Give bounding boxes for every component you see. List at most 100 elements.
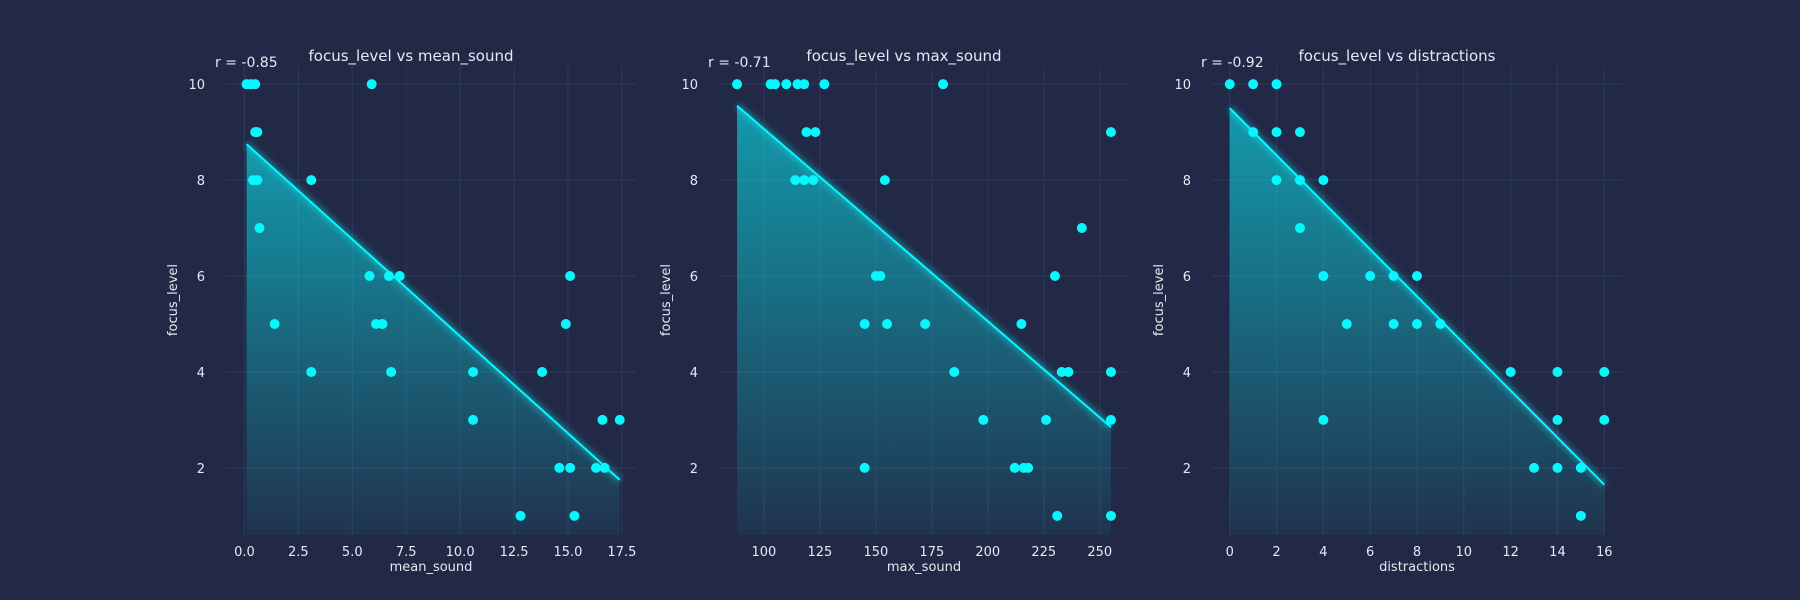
- data-point: [1552, 462, 1563, 473]
- x-tick-label: 10: [1456, 545, 1473, 560]
- x-tick-label: 4: [1319, 545, 1327, 560]
- x-tick-label: 7.5: [396, 545, 417, 560]
- data-point: [252, 175, 263, 186]
- x-tick-label: 5.0: [342, 545, 363, 560]
- data-point: [394, 271, 405, 282]
- data-point: [383, 271, 394, 282]
- data-point: [1271, 175, 1282, 186]
- data-point: [468, 414, 479, 425]
- data-point: [1224, 79, 1235, 90]
- x-tick-label: 12: [1502, 545, 1519, 560]
- data-point: [819, 79, 830, 90]
- data-point: [1063, 366, 1074, 377]
- data-point: [920, 318, 931, 329]
- data-point: [879, 175, 890, 186]
- data-point: [614, 414, 625, 425]
- data-point: [306, 366, 317, 377]
- data-point: [1435, 318, 1446, 329]
- data-point: [801, 127, 812, 138]
- data-point: [1271, 79, 1282, 90]
- panel-2: 100 125 150 175 200 225 250 2 4 6 8 10 max_sound focu…: [659, 47, 1130, 575]
- data-point: [1294, 127, 1305, 138]
- data-point: [1341, 318, 1352, 329]
- data-point: [515, 510, 526, 521]
- data-point: [799, 175, 810, 186]
- chart-title: focus_level vs max_sound: [806, 47, 1001, 66]
- x-tick-label: 6: [1366, 545, 1374, 560]
- data-point: [254, 223, 265, 234]
- data-point: [810, 127, 821, 138]
- fit-area: [246, 144, 620, 535]
- x-tick-label: 14: [1549, 545, 1566, 560]
- data-point: [599, 462, 610, 473]
- data-point: [1412, 318, 1422, 329]
- data-point: [1318, 414, 1329, 425]
- fit-line: [736, 105, 1112, 428]
- data-point: [1552, 366, 1563, 377]
- data-point: [1041, 414, 1052, 425]
- y-tick-label: 4: [197, 366, 205, 381]
- x-tick-label: 12.5: [500, 545, 529, 560]
- y-axis-label: focus_level: [659, 264, 674, 336]
- chart-title: focus_level vs mean_sound: [309, 47, 514, 66]
- data-point: [554, 462, 565, 473]
- data-point: [1599, 366, 1610, 377]
- data-point: [1271, 127, 1282, 138]
- x-tick-label: 250: [1087, 545, 1112, 560]
- y-axis-label: focus_level: [1152, 264, 1167, 336]
- y-tick-label: 8: [197, 174, 205, 189]
- x-axis-label: mean_sound: [390, 560, 473, 575]
- y-tick-label: 10: [681, 78, 698, 93]
- x-tick-label: 225: [1031, 545, 1056, 560]
- y-tick-label: 2: [1183, 462, 1191, 477]
- fit-line: [1229, 107, 1605, 486]
- x-tick-label: 125: [807, 545, 832, 560]
- data-point: [1388, 271, 1399, 282]
- data-point: [252, 127, 263, 138]
- data-point: [1552, 414, 1563, 425]
- data-point: [1076, 223, 1087, 234]
- correlation-label: r = -0.71: [708, 55, 771, 71]
- y-tick-label: 8: [690, 174, 698, 189]
- x-axis-label: distractions: [1379, 560, 1455, 575]
- data-point: [1294, 223, 1305, 234]
- data-point: [537, 366, 548, 377]
- data-point: [1365, 271, 1376, 282]
- x-tick-label: 200: [975, 545, 1000, 560]
- data-point: [591, 462, 602, 473]
- y-tick-label: 10: [1174, 78, 1191, 93]
- y-axis-label: focus_level: [166, 264, 181, 336]
- x-tick-label: 15.0: [553, 545, 582, 560]
- data-point: [250, 79, 261, 90]
- y-tick-label: 8: [1183, 174, 1191, 189]
- y-tick-label: 2: [197, 462, 205, 477]
- data-point: [386, 366, 397, 377]
- y-tick-label: 4: [1183, 366, 1191, 381]
- correlation-label: r = -0.85: [215, 55, 278, 71]
- data-point: [560, 318, 571, 329]
- data-point: [1575, 462, 1586, 473]
- data-point: [978, 414, 989, 425]
- y-tick-label: 2: [690, 462, 698, 477]
- correlation-label: r = -0.92: [1201, 55, 1264, 71]
- data-point: [1599, 414, 1610, 425]
- panel-1: 0.0 2.5 5.0 7.5 10.0 12.5 15.0 17.5 2 4 6 8 10 mean_s…: [166, 47, 637, 575]
- data-point: [808, 175, 819, 186]
- data-point: [799, 79, 810, 90]
- data-point: [882, 318, 893, 329]
- data-point: [732, 79, 743, 90]
- data-point: [1529, 462, 1540, 473]
- data-point: [1105, 127, 1116, 138]
- data-point: [597, 414, 608, 425]
- x-tick-label: 150: [863, 545, 888, 560]
- data-point: [859, 462, 870, 473]
- data-point: [1248, 79, 1259, 90]
- x-tick-label: 2: [1272, 545, 1280, 560]
- data-point: [377, 318, 388, 329]
- data-point: [1412, 271, 1422, 282]
- data-point: [565, 271, 576, 282]
- data-point: [949, 366, 960, 377]
- data-point: [1105, 414, 1116, 425]
- y-tick-label: 6: [1183, 270, 1191, 285]
